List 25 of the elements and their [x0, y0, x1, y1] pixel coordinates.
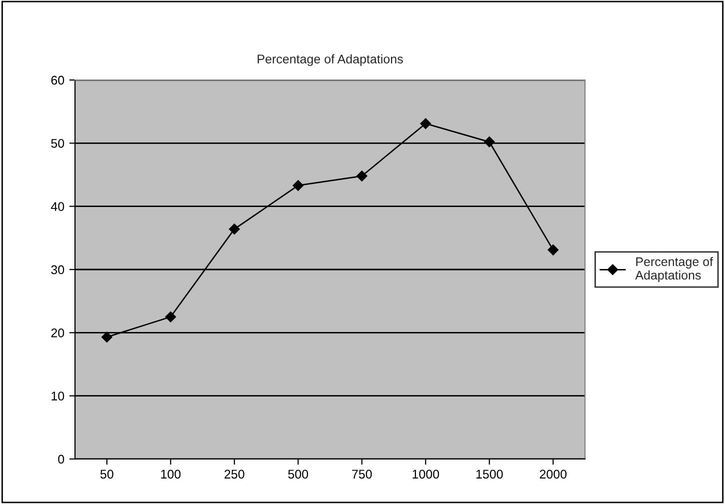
point [228, 224, 240, 235]
y-tick-label: 0 [58, 454, 64, 464]
x-tick-label: 1000 [412, 470, 440, 479]
y-tick-label: 30 [51, 265, 64, 274]
x-tick-label: 500 [288, 470, 308, 479]
legend-label: Percentage of Adaptations [635, 256, 714, 282]
x-tick-label: 1500 [476, 470, 503, 479]
point [548, 244, 559, 256]
x-tick-label: 750 [352, 470, 372, 479]
x-tick-label: 100 [161, 470, 181, 479]
y-tick-label: 60 [51, 76, 64, 85]
point [420, 118, 432, 130]
chart-title: Percentage of Adaptations [258, 54, 403, 66]
y-tick-label: 40 [50, 202, 64, 211]
point [165, 311, 176, 322]
x-tick-label: 2000 [540, 470, 567, 479]
x-tick-label: 50 [100, 470, 114, 479]
y-tick-label: 20 [51, 328, 64, 338]
point [356, 170, 368, 182]
point [101, 332, 112, 343]
y-tick-label: 10 [52, 392, 64, 400]
x-tick-label: 250 [224, 470, 244, 479]
point [292, 180, 304, 191]
point [484, 136, 495, 148]
y-tick-label: 50 [51, 138, 64, 148]
